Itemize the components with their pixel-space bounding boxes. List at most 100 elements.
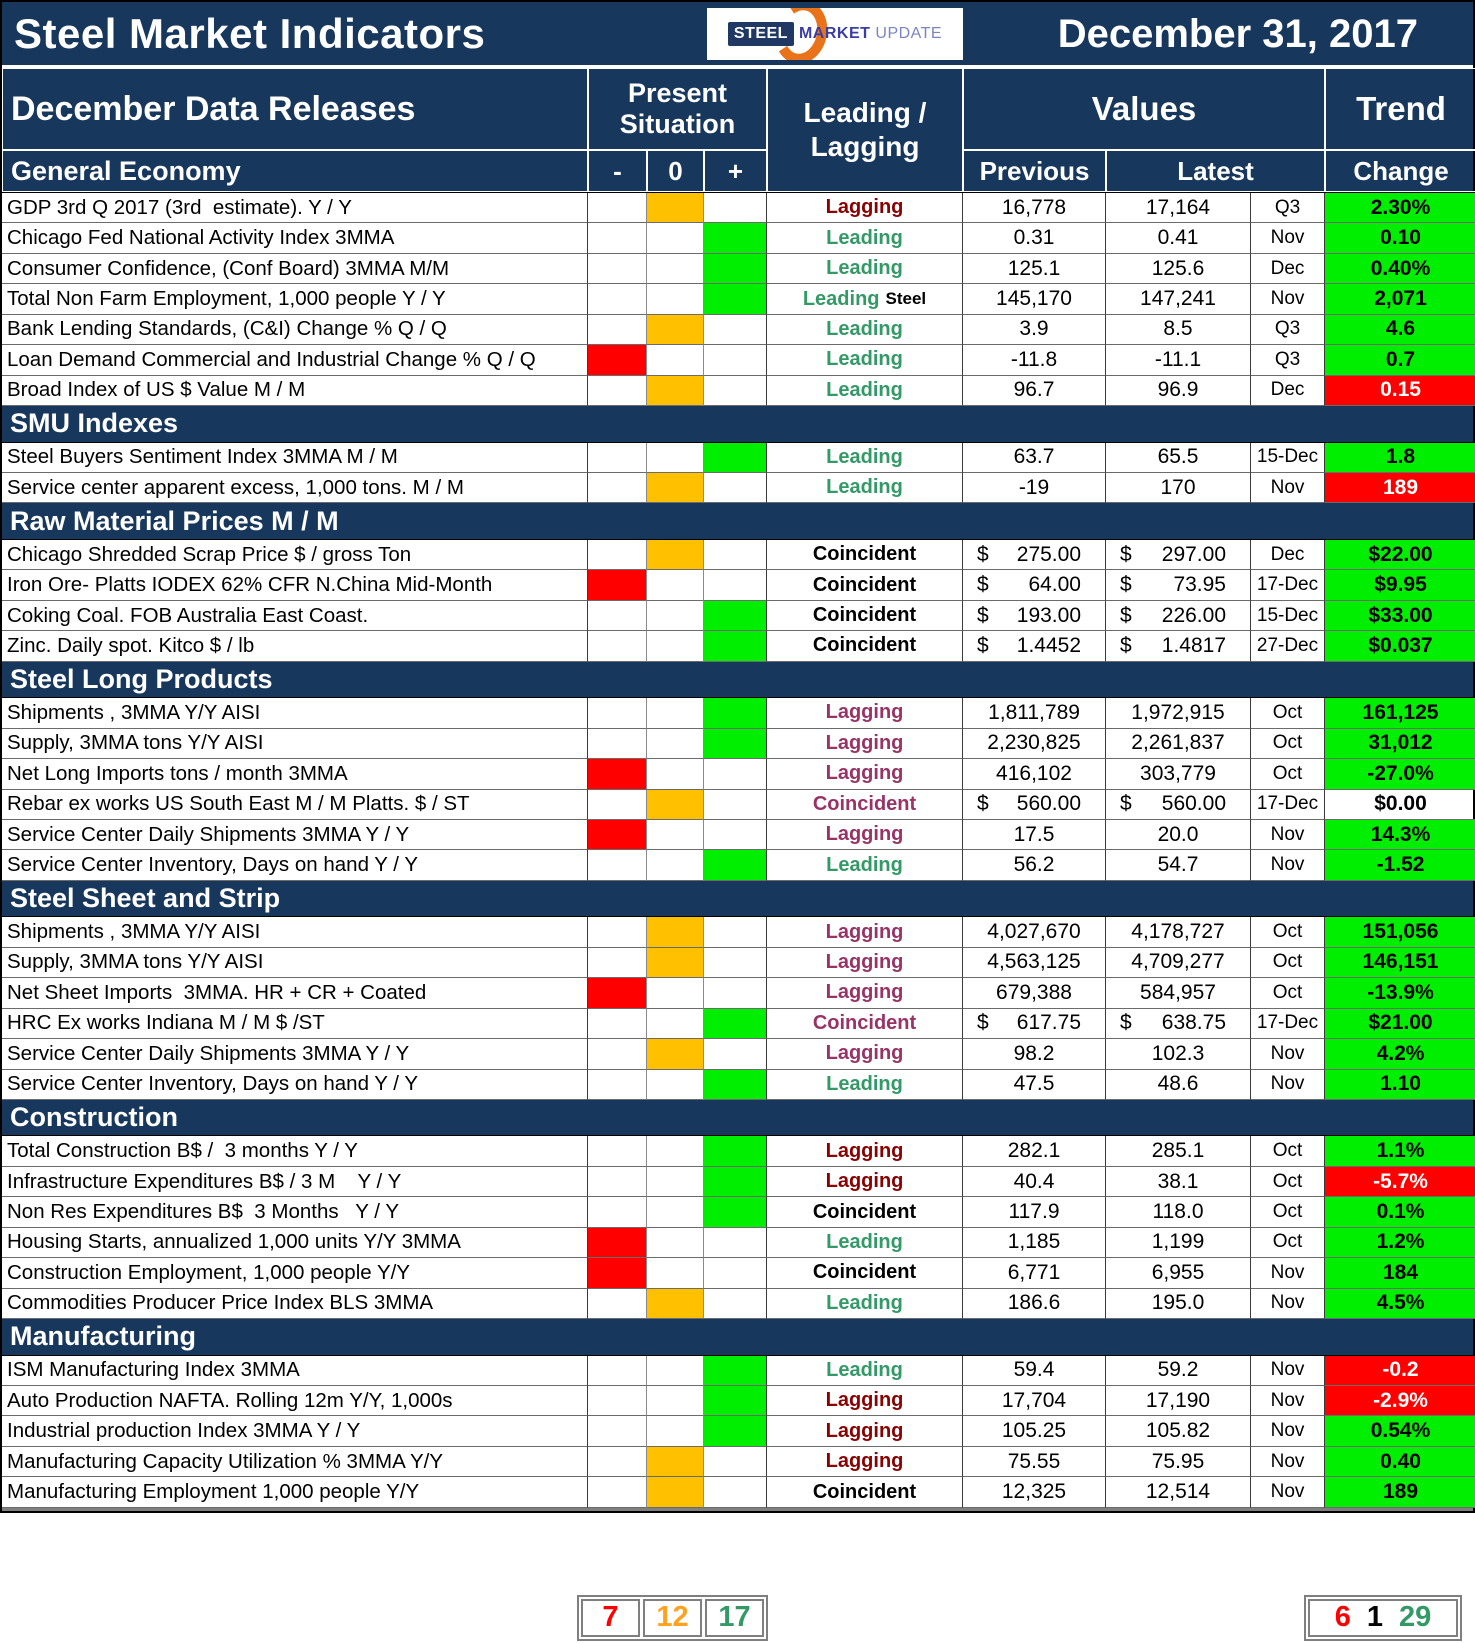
- indicator-label: Steel Buyers Sentiment Index 3MMA M / M: [2, 442, 588, 473]
- latest-value-cell: $297.00: [1106, 539, 1251, 571]
- indicator-label: Service Center Daily Shipments 3MMA Y / …: [2, 1039, 588, 1070]
- indicator-row: Service Center Inventory, Days on hand Y…: [2, 1069, 1475, 1100]
- section-header-general-economy: General Economy: [2, 150, 588, 192]
- situation-zero-cell: [647, 442, 704, 473]
- column-header-present-situation: Present Situation: [588, 68, 767, 150]
- indicator-row: Broad Index of US $ Value M / M Leading 96…: [2, 375, 1475, 407]
- classification-cell: Coincident: [767, 570, 963, 601]
- classification-suffix-label: Steel: [885, 289, 927, 309]
- situation-plus-cell: [704, 819, 767, 851]
- date-cell: Q3: [1251, 193, 1325, 224]
- classification-cell: Lagging: [767, 1416, 963, 1447]
- latest-value-cell: 303,779: [1106, 759, 1251, 790]
- previous-value-cell: $275.00: [963, 539, 1106, 571]
- previous-value-cell: 0.31: [963, 223, 1106, 254]
- trend-change-cell: -0.2: [1325, 1355, 1475, 1386]
- indicator-row: Auto Production NAFTA. Rolling 12m Y/Y, …: [2, 1386, 1475, 1417]
- situation-zero-cell: [647, 1477, 704, 1508]
- indicator-label: Service center apparent excess, 1,000 to…: [2, 473, 588, 504]
- indicator-label: Total Non Farm Employment, 1,000 people …: [2, 284, 588, 315]
- trend-change-cell: 4.6: [1325, 314, 1475, 346]
- situation-plus-cell: [704, 1258, 767, 1289]
- column-header-plus: +: [704, 150, 767, 192]
- situation-zero-cell: [647, 193, 704, 224]
- date-cell: Oct: [1251, 978, 1325, 1009]
- situation-zero-cell: [647, 1069, 704, 1100]
- situation-count-boxes: 7 12 17: [577, 1594, 768, 1641]
- classification-label: Lagging: [825, 1139, 904, 1162]
- situation-plus-cell: [704, 759, 767, 790]
- indicator-row: Construction Employment, 1,000 people Y/…: [2, 1258, 1475, 1289]
- situation-minus-cell: [588, 819, 647, 851]
- indicator-row: Bank Lending Standards, (C&I) Change % Q…: [2, 314, 1475, 346]
- date-cell: Nov: [1251, 850, 1325, 881]
- previous-value-cell: 186.6: [963, 1288, 1106, 1320]
- trend-change-cell: -27.0%: [1325, 759, 1475, 790]
- indicator-label: Service Center Inventory, Days on hand Y…: [2, 1069, 588, 1100]
- date-cell: Nov: [1251, 1039, 1325, 1070]
- indicator-row: Manufacturing Capacity Utilization % 3MM…: [2, 1446, 1475, 1478]
- latest-value: 73.95: [1173, 573, 1226, 597]
- previous-value-cell: 56.2: [963, 850, 1106, 881]
- trend-change-cell: 146,151: [1325, 947, 1475, 979]
- situation-plus-cell: [704, 473, 767, 504]
- situation-plus-cell: [704, 1355, 767, 1386]
- situation-minus-cell: [588, 917, 647, 948]
- latest-value-cell: 96.9: [1106, 375, 1251, 407]
- classification-label: Lagging: [825, 1389, 904, 1412]
- indicator-label: Net Sheet Imports 3MMA. HR + CR + Coated: [2, 978, 588, 1009]
- date-cell: Nov: [1251, 1477, 1325, 1508]
- classification-label: Coincident: [812, 543, 917, 566]
- section-header: Steel Sheet and Strip: [2, 880, 1473, 918]
- trend-change-cell: 0.7: [1325, 345, 1475, 376]
- previous-value-cell: 105.25: [963, 1416, 1106, 1447]
- situation-zero-cell: [647, 728, 704, 760]
- trend-change-cell: 2,071: [1325, 284, 1475, 315]
- indicator-row: Infrastructure Expenditures B$ / 3 M Y /…: [2, 1166, 1475, 1198]
- trend-change-cell: 14.3%: [1325, 819, 1475, 851]
- classification-cell: Coincident: [767, 1258, 963, 1289]
- latest-value-cell: 0.41: [1106, 223, 1251, 254]
- situation-minus-cell: [588, 570, 647, 601]
- situation-zero-cell: [647, 917, 704, 948]
- situation-minus-cell: [588, 473, 647, 504]
- indicator-row: Shipments , 3MMA Y/Y AISI Lagging 1,811,78…: [2, 698, 1475, 729]
- classification-cell: Leading: [767, 1355, 963, 1386]
- situation-minus-cell: [588, 284, 647, 315]
- situation-zero-cell: [647, 978, 704, 1009]
- trend-change-cell: 184: [1325, 1258, 1475, 1289]
- classification-cell: Leading: [767, 1288, 963, 1320]
- classification-label: Lagging: [825, 731, 904, 754]
- indicator-row: Total Non Farm Employment, 1,000 people …: [2, 284, 1475, 315]
- date-cell: 15-Dec: [1251, 442, 1325, 473]
- classification-cell: Lagging: [767, 1386, 963, 1417]
- dollar-sign: $: [977, 603, 989, 627]
- latest-value-cell: 12,514: [1106, 1477, 1251, 1508]
- indicator-label: Rebar ex works US South East M / M Platt…: [2, 789, 588, 820]
- situation-zero-cell: [647, 759, 704, 790]
- column-header-latest: Latest: [1106, 150, 1325, 192]
- situation-plus-cell: [704, 850, 767, 881]
- previous-value-cell: 47.5: [963, 1069, 1106, 1100]
- latest-value: 638.75: [1161, 1011, 1226, 1035]
- trend-change-cell: 189: [1325, 473, 1475, 504]
- situation-minus-cell: [588, 442, 647, 473]
- trend-negative-count: 6: [1334, 1601, 1351, 1634]
- previous-value-cell: 1,811,789: [963, 698, 1106, 729]
- column-header-previous: Previous: [963, 150, 1106, 192]
- situation-positive-count: 17: [705, 1598, 764, 1637]
- situation-plus-cell: [704, 698, 767, 729]
- indicator-row: Total Construction B$ / 3 months Y / Y La…: [2, 1136, 1475, 1167]
- previous-value-cell: 6,771: [963, 1258, 1106, 1289]
- date-cell: Oct: [1251, 1136, 1325, 1167]
- column-header-releases: December Data Releases: [2, 68, 588, 150]
- previous-value-cell: $1.4452: [963, 631, 1106, 662]
- situation-minus-cell: [588, 1386, 647, 1417]
- situation-zero-cell: [647, 570, 704, 601]
- steel-market-indicators-sheet: Steel Market Indicators STEEL MARKET UPD…: [0, 0, 1475, 1513]
- situation-negative-count: 7: [581, 1598, 640, 1637]
- classification-cell: Coincident: [767, 1197, 963, 1228]
- situation-zero-cell: [647, 1008, 704, 1040]
- situation-plus-cell: [704, 1166, 767, 1198]
- situation-plus-cell: [704, 1227, 767, 1259]
